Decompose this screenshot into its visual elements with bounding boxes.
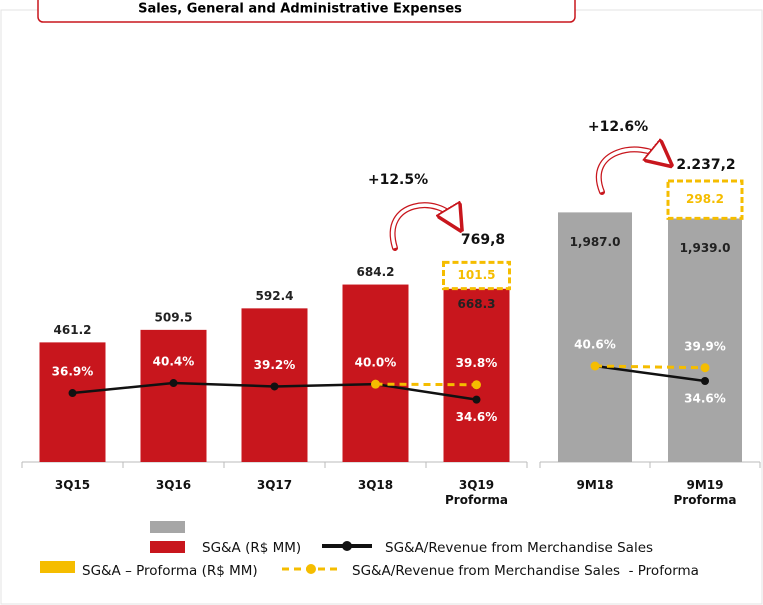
bar bbox=[443, 288, 510, 462]
legend-swatch bbox=[342, 541, 352, 551]
x-tick-label: 3Q15 bbox=[54, 478, 91, 492]
line-label: 39.2% bbox=[254, 358, 296, 372]
bar-label: 592.4 bbox=[256, 289, 294, 303]
bar bbox=[342, 284, 409, 462]
x-tick-label: 9M19 Proforma bbox=[673, 478, 737, 507]
growth-arrow bbox=[597, 149, 662, 193]
line-label: 39.8% bbox=[456, 356, 498, 370]
line-point bbox=[700, 363, 710, 373]
line-point bbox=[472, 395, 481, 404]
proforma-line bbox=[375, 382, 477, 387]
line-label: 40.4% bbox=[153, 355, 195, 369]
proforma-line bbox=[594, 364, 706, 370]
line-point bbox=[590, 361, 600, 371]
bar-label: 461.2 bbox=[54, 323, 92, 337]
bar bbox=[39, 342, 106, 462]
line-point bbox=[472, 380, 481, 390]
bar-label: 668.3 bbox=[458, 297, 496, 311]
growth-arrow bbox=[390, 205, 455, 249]
bar bbox=[668, 218, 742, 462]
bar-label: 1,987.0 bbox=[570, 235, 621, 249]
annotation: 769,8 bbox=[461, 232, 505, 248]
x-tick-label: 9M18 bbox=[576, 478, 614, 492]
legend-label: SG&A (R$ MM) bbox=[202, 540, 301, 556]
bar-label: 684.2 bbox=[357, 265, 395, 279]
bar bbox=[558, 212, 632, 462]
legend-swatch bbox=[150, 541, 185, 553]
line-label: 36.9% bbox=[52, 365, 94, 379]
bar-label: 101.5 bbox=[458, 268, 496, 282]
legend-label: SG&A/Revenue from Merchandise Sales - Pr… bbox=[352, 563, 699, 579]
line-label: 34.6% bbox=[456, 410, 498, 424]
annotation: +12.6% bbox=[588, 119, 648, 135]
proforma-bar bbox=[442, 260, 511, 291]
ratio-line bbox=[594, 364, 706, 383]
legend-swatch bbox=[40, 561, 75, 573]
proforma-bar bbox=[666, 179, 744, 220]
title-box bbox=[37, 0, 576, 23]
line-label: 40.0% bbox=[355, 356, 397, 370]
x-tick-label: 3Q16 bbox=[155, 478, 192, 492]
line-point bbox=[701, 377, 709, 385]
legend-swatch bbox=[306, 564, 316, 574]
line-label: 40.6% bbox=[574, 338, 616, 352]
line-label: 39.9% bbox=[684, 339, 726, 353]
legend-label: SG&A – Proforma (R$ MM) bbox=[82, 563, 258, 579]
legend-swatch bbox=[150, 521, 185, 533]
chart-title: Sales, General and Administrative Expens… bbox=[138, 2, 462, 17]
line-label: 34.6% bbox=[684, 392, 726, 406]
bar-label: 298.2 bbox=[686, 192, 724, 206]
bar-label: 509.5 bbox=[155, 310, 193, 324]
bar-label: 1,939.0 bbox=[680, 241, 731, 255]
line-point bbox=[270, 382, 279, 391]
annotation: 2.237,2 bbox=[676, 157, 735, 173]
line-point bbox=[169, 379, 178, 388]
line-point bbox=[68, 389, 77, 398]
x-tick-label: 3Q18 bbox=[357, 478, 394, 492]
x-tick-label: 3Q17 bbox=[256, 478, 293, 492]
x-tick-label: 3Q19 Proforma bbox=[445, 478, 508, 507]
line-point bbox=[371, 379, 380, 389]
legend-label: SG&A/Revenue from Merchandise Sales bbox=[385, 540, 653, 556]
bar bbox=[140, 329, 207, 462]
annotation: +12.5% bbox=[368, 172, 428, 188]
